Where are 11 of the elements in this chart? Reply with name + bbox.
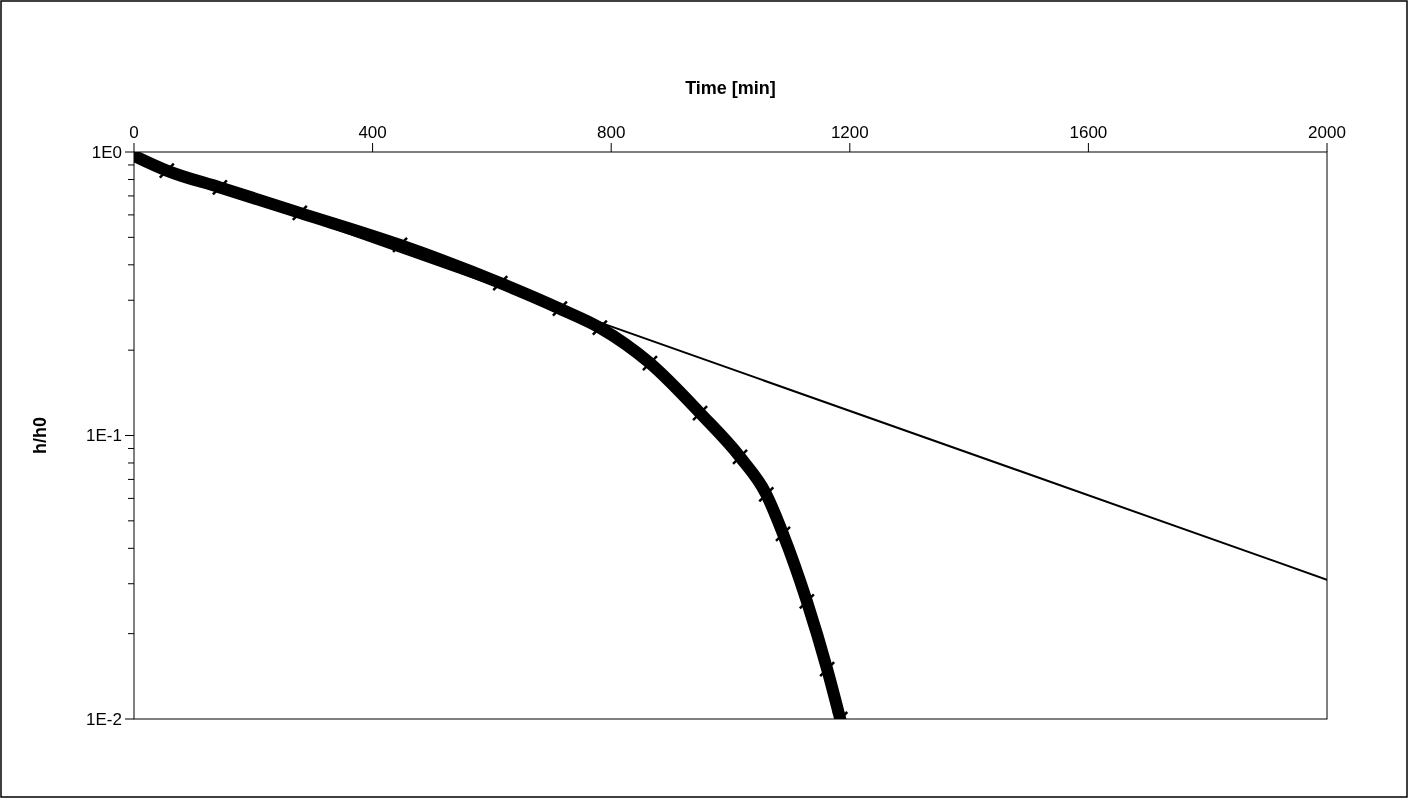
x-tick-label: 2000 xyxy=(1308,123,1346,142)
x-tick-label: 1200 xyxy=(830,123,869,142)
y-axis-title: h/h0 xyxy=(30,416,50,455)
x-axis-title: Time [min] xyxy=(685,78,776,98)
y-tick-label: 1E-2 xyxy=(86,709,122,729)
y-tick-label: 1E-1 xyxy=(86,426,122,446)
y-tick-label: 1E0 xyxy=(91,142,122,162)
x-tick-label: 0 xyxy=(129,123,139,142)
x-tick-label: 800 xyxy=(597,123,626,142)
x-tick-label: 1600 xyxy=(1069,123,1108,142)
x-tick-label: 400 xyxy=(358,123,387,142)
